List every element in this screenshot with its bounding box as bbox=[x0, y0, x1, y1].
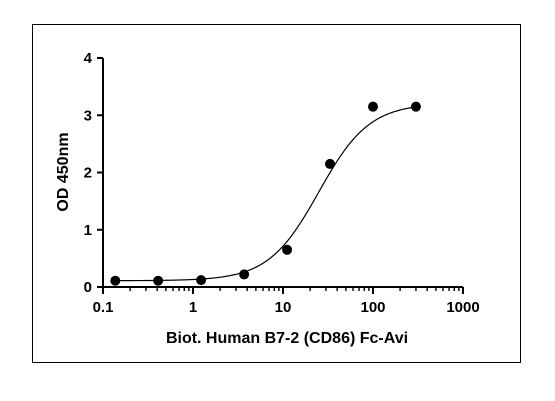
data-point bbox=[282, 244, 293, 255]
x-tick-label: 0.1 bbox=[93, 299, 114, 316]
data-point bbox=[239, 269, 250, 280]
data-point bbox=[110, 275, 121, 286]
data-point bbox=[325, 158, 336, 169]
y-tick-label: 2 bbox=[84, 165, 92, 182]
x-tick-label: 100 bbox=[360, 299, 385, 316]
x-tick-label: 1 bbox=[189, 299, 197, 316]
y-tick-label: 1 bbox=[84, 222, 92, 239]
y-axis-title: OD 450nm bbox=[55, 132, 72, 211]
data-point bbox=[153, 275, 164, 286]
chart-frame bbox=[32, 24, 521, 363]
fit-curve-layer bbox=[115, 106, 417, 282]
fit-curve bbox=[115, 106, 417, 282]
data-points-layer bbox=[110, 101, 421, 286]
data-point bbox=[196, 275, 207, 286]
x-tick-label: 1000 bbox=[446, 299, 479, 316]
x-axis-title: Biot. Human B7-2 (CD86) Fc-Avi bbox=[166, 330, 408, 347]
data-point bbox=[410, 101, 421, 112]
y-tick-label: 4 bbox=[84, 50, 93, 67]
y-tick-label: 3 bbox=[84, 107, 92, 124]
y-tick-label: 0 bbox=[84, 279, 92, 296]
axes: 0 1 2 3 4 0.1 1 10 100 1000 bbox=[84, 50, 480, 316]
data-point bbox=[368, 101, 378, 112]
x-tick-label: 10 bbox=[275, 299, 292, 316]
